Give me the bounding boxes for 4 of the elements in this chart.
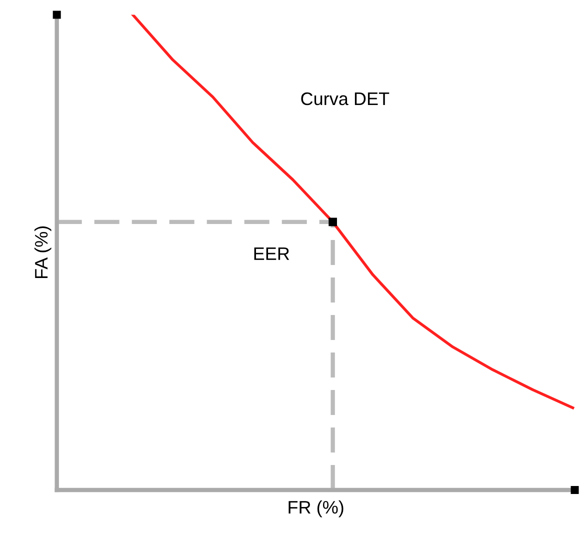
annotation: Curva DET [301,92,390,106]
annotation: EER [254,247,290,260]
y-axis-title: FA (%) [34,226,52,278]
x-axis-title: FR (%) [288,500,344,518]
